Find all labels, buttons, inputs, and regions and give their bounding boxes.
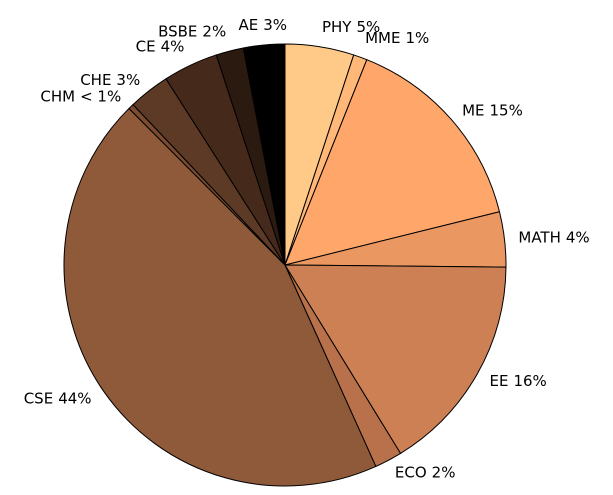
slice-value-label: 44% (58, 389, 91, 407)
slice-category: CSE (24, 389, 53, 407)
slice-label: BSBE 2% (158, 22, 226, 40)
slice-label: MME 1% (365, 29, 429, 47)
slice-value-label: 4% (566, 228, 590, 246)
slice-label: EE 16% (489, 371, 546, 389)
slice-value-label: 5% (356, 17, 380, 35)
slice-category: CHE (80, 70, 111, 88)
slice-label: ECO 2% (395, 463, 456, 481)
slice-category: AE (238, 16, 258, 34)
slice-category: ME (462, 101, 484, 119)
slice-value-label: 4% (161, 37, 185, 55)
slice-category: PHY (322, 17, 352, 35)
slice-value-label: 2% (202, 22, 226, 40)
slice-label: MATH 4% (518, 228, 589, 246)
slice-category: MATH (518, 228, 560, 246)
pie-slice (284, 264, 507, 455)
slice-category: CHM (40, 87, 75, 105)
slice-value-label: 1% (405, 29, 429, 47)
slice-label: AE 3% (238, 16, 287, 34)
slice-label: CE 4% (136, 37, 185, 55)
slice-label: PHY 5% (322, 17, 380, 35)
slice-category: BSBE (158, 22, 197, 40)
slice-value-label: 15% (489, 101, 522, 119)
slice-category: CE (136, 37, 156, 55)
slice-label: CHE 3% (80, 70, 140, 88)
pie-slice (242, 43, 286, 266)
slice-category: EE (489, 371, 508, 389)
slice-value-label: 3% (116, 70, 140, 88)
slice-value-label: 16% (513, 371, 546, 389)
slice-label: ME 15% (462, 101, 523, 119)
slice-value-label: 3% (263, 16, 287, 34)
pie-slice (284, 59, 501, 266)
pie-slice (63, 107, 377, 487)
slice-category: MME (365, 29, 400, 47)
slice-label: CHM < 1% (40, 87, 121, 105)
slice-value-label: 2% (432, 463, 456, 481)
slice-label: CSE 44% (24, 389, 92, 407)
slice-value-label: < 1% (80, 87, 121, 105)
slice-category: ECO (395, 463, 427, 481)
